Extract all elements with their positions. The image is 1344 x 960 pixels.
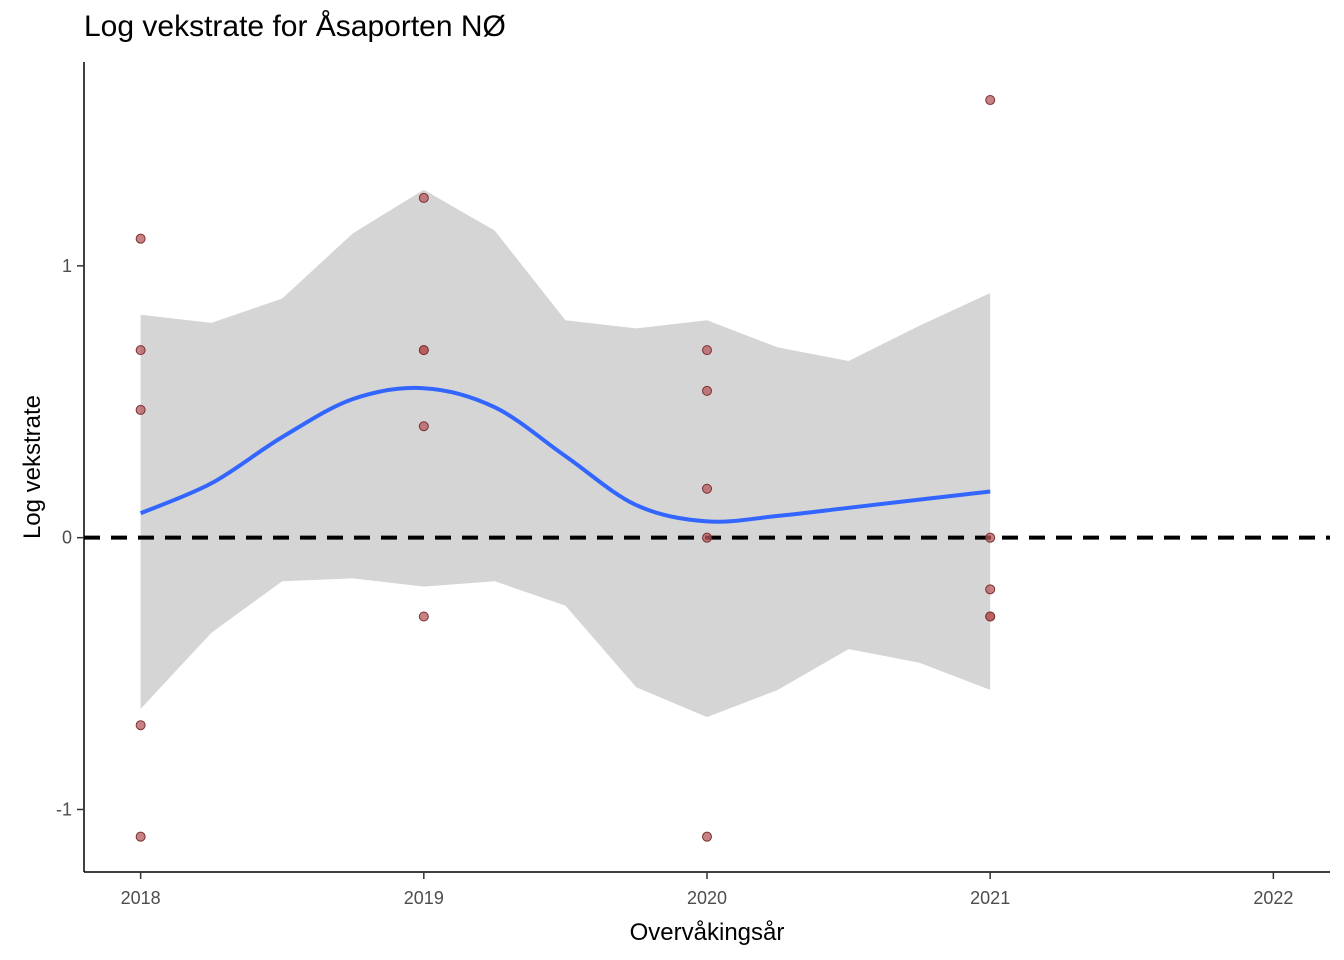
y-tick-label: -1 xyxy=(56,799,72,819)
x-tick-label: 2020 xyxy=(687,888,727,908)
x-tick-label: 2018 xyxy=(121,888,161,908)
smooth-line xyxy=(139,385,991,524)
x-tick-label: 2022 xyxy=(1253,888,1293,908)
smooth-line-layer xyxy=(139,385,991,524)
data-point xyxy=(985,532,996,543)
data-point xyxy=(418,345,429,356)
y-axis-title: Log vekstrate xyxy=(19,395,46,539)
data-point xyxy=(985,95,996,106)
chart-title: Log vekstrate for Åsaporten NØ xyxy=(84,10,506,43)
data-point xyxy=(135,233,146,244)
data-point xyxy=(135,720,146,731)
data-point xyxy=(702,385,712,396)
x-tick-label: 2019 xyxy=(404,888,444,908)
data-point xyxy=(135,345,146,356)
data-point xyxy=(135,831,146,842)
data-point xyxy=(702,532,712,543)
data-point xyxy=(418,192,429,203)
y-tick-label: 0 xyxy=(62,528,72,548)
axes-layer: 2018 2019 2020 2021 2022 -1 0 1 xyxy=(56,62,1330,908)
y-tick-label: 1 xyxy=(62,256,72,276)
x-tick-label: 2021 xyxy=(970,888,1010,908)
confidence-ribbon xyxy=(140,189,991,718)
data-point xyxy=(985,584,996,595)
data-point xyxy=(418,611,429,622)
data-point xyxy=(985,611,996,622)
data-point xyxy=(135,404,146,415)
x-axis-title: Overvåkingsår xyxy=(630,919,785,946)
data-point xyxy=(702,831,712,842)
data-point xyxy=(702,483,712,494)
confidence-ribbon-layer xyxy=(140,189,991,718)
data-point xyxy=(702,345,712,356)
points-layer xyxy=(135,95,996,842)
data-point xyxy=(418,421,429,432)
